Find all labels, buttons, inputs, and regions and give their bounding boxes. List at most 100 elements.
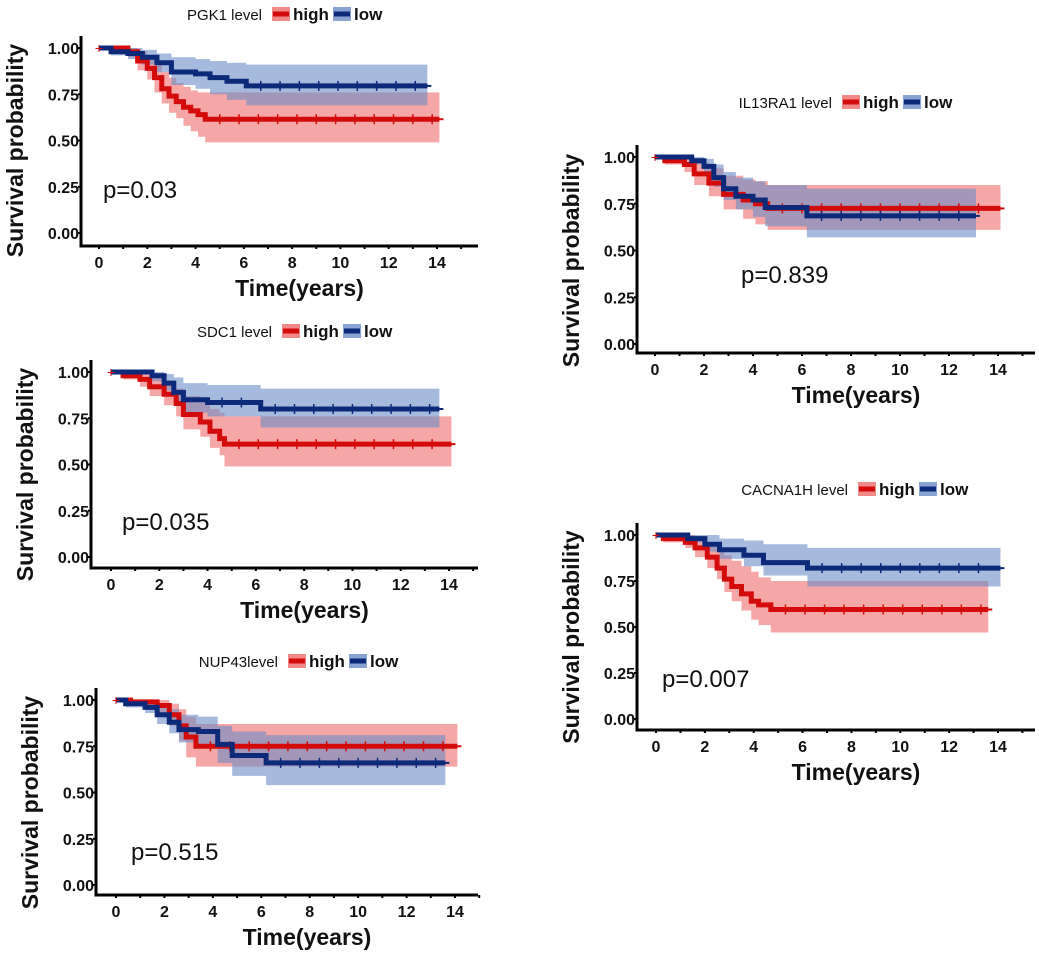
survival-curve-low bbox=[656, 532, 1001, 571]
x-tick-label: 10 bbox=[891, 739, 909, 756]
survival-curve-high bbox=[99, 45, 440, 122]
p-value: p=0.03 bbox=[103, 177, 177, 204]
legend-title: SDC1 level bbox=[197, 324, 272, 341]
y-tick-label: 1.00 bbox=[58, 365, 89, 382]
x-axis-label: Time(years) bbox=[240, 597, 369, 623]
x-tick-label: 2 bbox=[143, 255, 152, 272]
legend-label-high: high bbox=[879, 480, 915, 499]
legend-label-low: low bbox=[354, 5, 383, 24]
x-tick-label: 4 bbox=[749, 739, 758, 756]
x-tick-label: 12 bbox=[398, 904, 416, 921]
p-value: p=0.515 bbox=[131, 839, 218, 866]
p-value: p=0.035 bbox=[122, 509, 209, 536]
x-tick-label: 14 bbox=[440, 577, 458, 594]
x-tick-label: 4 bbox=[203, 577, 212, 594]
y-axis-label: Survival probability bbox=[17, 696, 43, 910]
y-tick-label: 0.00 bbox=[604, 337, 635, 354]
x-tick-label: 2 bbox=[160, 904, 169, 921]
km-panel-cacna1h: CACNA1H level high low +0.00 0.25 0.50 0.75 1.0… bbox=[558, 480, 1035, 785]
legend-label-high: high bbox=[309, 652, 345, 671]
legend: NUP43level high low bbox=[199, 652, 399, 671]
y-tick-label: 0.00 bbox=[48, 226, 79, 243]
legend-label-low: low bbox=[364, 322, 393, 341]
legend-title: PGK1 level bbox=[187, 7, 262, 24]
legend-title: IL13RA1 level bbox=[739, 95, 832, 112]
x-tick-label: 0 bbox=[651, 362, 660, 379]
x-axis-label: Time(years) bbox=[235, 275, 364, 301]
y-tick-label: 0.75 bbox=[63, 739, 94, 756]
legend-label-low: low bbox=[370, 652, 399, 671]
y-tick-label: 0.25 bbox=[63, 832, 94, 849]
km-panel-il13ra1: IL13RA1 level high low +0.00 0.25 0.50 0.75 1.0… bbox=[558, 93, 1035, 408]
x-tick-label: 6 bbox=[239, 255, 248, 272]
y-tick-label: 0.00 bbox=[58, 550, 89, 567]
x-tick-label: 4 bbox=[191, 255, 200, 272]
x-tick-label: 10 bbox=[344, 577, 362, 594]
start-marker: + bbox=[112, 692, 120, 708]
start-marker: + bbox=[95, 40, 103, 56]
start-marker: + bbox=[652, 527, 660, 543]
y-tick-label: 0.75 bbox=[48, 87, 79, 104]
survival-curve-low bbox=[655, 154, 976, 219]
x-tick-label: 12 bbox=[940, 739, 958, 756]
x-tick-label: 10 bbox=[349, 904, 367, 921]
legend-label-high: high bbox=[863, 93, 899, 112]
start-marker: + bbox=[107, 364, 115, 380]
x-tick-label: 8 bbox=[847, 739, 856, 756]
y-tick-label: 0.50 bbox=[604, 620, 635, 637]
x-tick-label: 0 bbox=[95, 255, 104, 272]
survival-curve-low bbox=[99, 45, 428, 89]
ci-band-low bbox=[99, 48, 428, 106]
km-panel-nup43: NUP43level high low +0.00 0.25 0.50 0.75 1.00 0 2… bbox=[17, 652, 481, 950]
y-tick-label: 0.75 bbox=[604, 574, 635, 591]
x-tick-label: 14 bbox=[446, 904, 464, 921]
legend-label-high: high bbox=[303, 322, 339, 341]
x-tick-label: 10 bbox=[332, 255, 350, 272]
x-tick-label: 6 bbox=[798, 362, 807, 379]
legend-title: CACNA1H level bbox=[741, 482, 848, 499]
y-tick-label: 0.00 bbox=[63, 878, 94, 895]
y-tick-label: 0.50 bbox=[63, 786, 94, 803]
y-tick-label: 0.25 bbox=[58, 504, 89, 521]
y-tick-label: 0.25 bbox=[604, 666, 635, 683]
x-tick-label: 4 bbox=[749, 362, 758, 379]
survival-curve-low bbox=[111, 369, 440, 412]
legend: PGK1 level high low bbox=[187, 5, 383, 24]
x-tick-label: 0 bbox=[107, 577, 116, 594]
survival-curve-high bbox=[655, 154, 1001, 211]
y-axis-label: Survival probability bbox=[558, 154, 584, 368]
x-tick-label: 14 bbox=[428, 255, 446, 272]
x-tick-label: 2 bbox=[700, 362, 709, 379]
x-tick-label: 12 bbox=[380, 255, 398, 272]
p-value: p=0.007 bbox=[662, 666, 749, 693]
y-axis-label: Survival probability bbox=[558, 530, 584, 744]
y-tick-label: 0.25 bbox=[604, 290, 635, 307]
x-tick-label: 0 bbox=[112, 904, 121, 921]
km-panel-pgk1: PGK1 level high low +0.00 0.25 0.50 0.75 1.00 0 2… bbox=[2, 5, 478, 301]
legend: SDC1 level high low bbox=[197, 322, 393, 341]
start-marker: + bbox=[651, 149, 659, 165]
y-tick-label: 0.75 bbox=[58, 411, 89, 428]
x-tick-label: 8 bbox=[300, 577, 309, 594]
x-tick-label: 8 bbox=[305, 904, 314, 921]
legend-label-low: low bbox=[924, 93, 953, 112]
x-axis-label: Time(years) bbox=[243, 924, 372, 950]
survival-curve-low bbox=[116, 697, 446, 766]
x-tick-label: 8 bbox=[288, 255, 297, 272]
p-value: p=0.839 bbox=[741, 262, 828, 289]
km-panel-sdc1: SDC1 level high low +0.00 0.25 0.50 0.75 1.00 0 2… bbox=[12, 322, 478, 623]
ci-band-low bbox=[111, 372, 440, 428]
y-tick-label: 1.00 bbox=[63, 693, 94, 710]
y-tick-label: 0.50 bbox=[48, 134, 79, 151]
x-tick-label: 8 bbox=[847, 362, 856, 379]
x-tick-label: 2 bbox=[700, 739, 709, 756]
x-tick-label: 6 bbox=[257, 904, 266, 921]
x-tick-label: 4 bbox=[208, 904, 217, 921]
x-tick-label: 14 bbox=[989, 739, 1007, 756]
y-axis-label: Survival probability bbox=[12, 368, 38, 582]
x-tick-label: 0 bbox=[652, 739, 661, 756]
x-tick-label: 6 bbox=[251, 577, 260, 594]
x-tick-label: 12 bbox=[392, 577, 410, 594]
x-tick-label: 10 bbox=[891, 362, 909, 379]
